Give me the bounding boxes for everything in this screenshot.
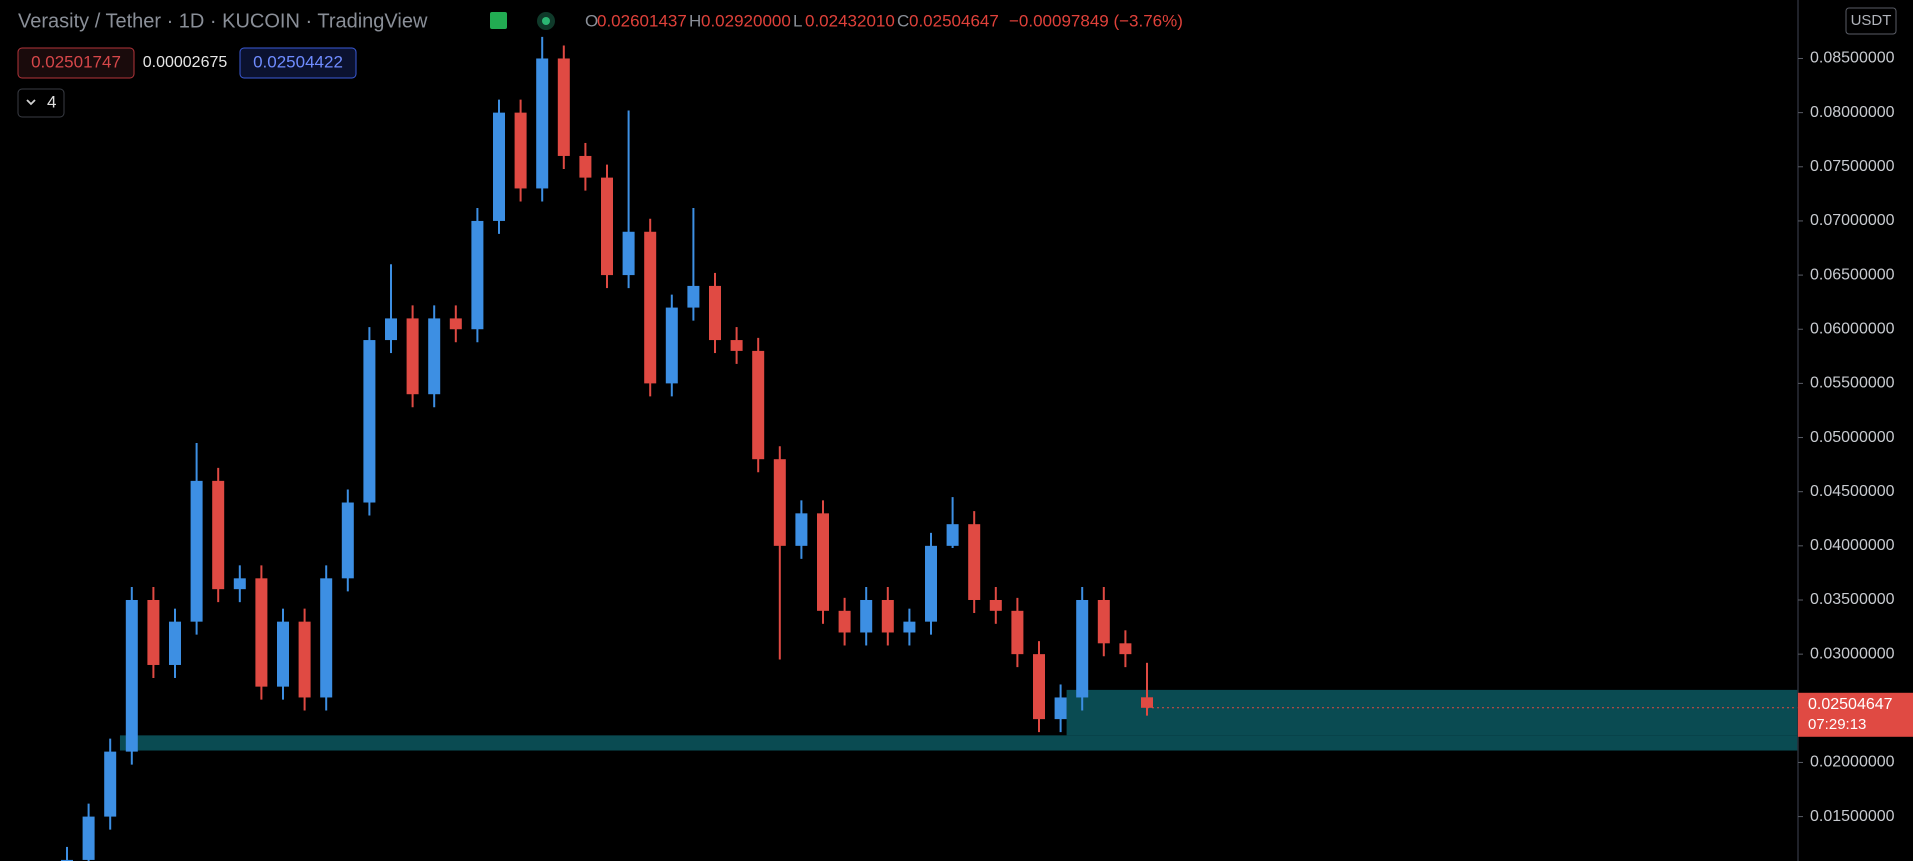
change: −0.00097849 (−3.76%)	[1009, 11, 1183, 30]
bar-countdown: 07:29:13	[1808, 716, 1866, 733]
candle-body	[989, 599, 1002, 611]
indicators-toggle[interactable]	[17, 88, 65, 118]
candle-body	[860, 599, 873, 633]
candle-body	[1011, 610, 1024, 655]
ask-price: 0.02504422	[253, 52, 343, 71]
candle-body	[233, 578, 246, 590]
candle-body	[709, 285, 721, 341]
candle-body	[687, 285, 700, 308]
ohlc-value: 0.02432010	[805, 11, 895, 30]
candle-body	[471, 220, 484, 330]
ohlc-value: 0.02920000	[701, 11, 791, 30]
candle-body	[881, 599, 894, 633]
candle-body	[1076, 599, 1089, 698]
y-tick-label: 0.01500000	[1810, 808, 1895, 825]
candle-body	[1033, 654, 1045, 720]
candle-body	[968, 524, 981, 600]
chevron-icon	[26, 99, 36, 106]
ohlc-value: 0.02504647	[909, 11, 999, 30]
ohlc-letter: L	[793, 11, 802, 30]
support-zone	[119, 735, 1799, 751]
ask-box[interactable]	[239, 47, 357, 79]
candle-body	[665, 307, 678, 384]
candle-body	[104, 751, 117, 817]
spread: 0.00002675	[143, 54, 228, 71]
candle-body	[1097, 599, 1110, 644]
candle-body	[255, 578, 268, 687]
y-tick-label: 0.07500000	[1810, 158, 1895, 175]
ohlc-letter: C	[897, 11, 909, 30]
last-price: 0.02504647	[1808, 696, 1893, 713]
candle-body	[536, 58, 549, 189]
candle-body	[946, 524, 959, 546]
y-tick-label: 0.07000000	[1810, 212, 1895, 229]
candle-body	[838, 610, 851, 633]
candle-body	[1119, 643, 1132, 655]
ohlc-legend: O0.02601437 H 0.02920000 L 0.02432010 C 0.0250…	[585, 11, 1183, 30]
y-tick-label: 0.08500000	[1810, 50, 1895, 67]
support-zone	[1066, 689, 1798, 736]
candle-body	[1141, 697, 1153, 708]
ohlc-value: 0.02601437	[597, 11, 687, 30]
y-tick-label: 0.04000000	[1810, 537, 1895, 554]
ohlc-letter: O	[585, 11, 598, 30]
candle-body	[903, 621, 916, 633]
candle-body	[320, 578, 333, 698]
candle-body	[125, 599, 138, 752]
candle-body	[514, 112, 527, 189]
ohlc-letter: H	[689, 11, 701, 30]
indicators-count: 4	[47, 92, 56, 111]
symbol-title: Verasity / Tether · 1D · KUCOIN · Tradin…	[18, 10, 428, 32]
candle-body	[601, 177, 613, 276]
y-tick-label: 0.05500000	[1810, 375, 1895, 392]
candle-body	[752, 350, 765, 460]
candle-body	[82, 816, 95, 860]
bid-box[interactable]	[17, 47, 135, 79]
candle-body	[644, 231, 657, 384]
price-axis: 0.015000000.020000000.025000000.03000000…	[1798, 50, 1913, 825]
y-tick-label: 0.04500000	[1810, 483, 1895, 500]
y-tick-label: 0.08000000	[1810, 104, 1895, 121]
candle-body	[817, 513, 829, 611]
candle-body	[169, 621, 181, 665]
y-tick-label: 0.02000000	[1810, 754, 1895, 771]
live-dot	[542, 17, 550, 25]
currency-box[interactable]	[1845, 7, 1897, 35]
candle-body	[773, 459, 786, 546]
candle-body	[406, 318, 419, 395]
candle-body	[61, 859, 73, 861]
candle-body	[341, 502, 354, 579]
candle-body	[493, 112, 505, 221]
candle-body	[579, 155, 592, 178]
candle-body	[298, 621, 311, 698]
candle-body	[212, 480, 225, 590]
candle-body	[1054, 697, 1067, 720]
bid-price: 0.02501747	[31, 52, 121, 71]
plot-area	[61, 36, 1799, 861]
y-tick-label: 0.06000000	[1810, 320, 1895, 337]
candle-body	[385, 318, 397, 341]
candle-body	[925, 545, 937, 622]
y-tick-label: 0.06500000	[1810, 266, 1895, 283]
candle-body	[147, 599, 160, 665]
candle-body	[557, 58, 570, 156]
candle-body	[428, 318, 441, 395]
y-tick-label: 0.03000000	[1810, 645, 1895, 662]
candle-body	[449, 318, 462, 330]
y-tick-label: 0.05000000	[1810, 429, 1895, 446]
market-status-icon	[490, 12, 507, 29]
candle-body	[622, 231, 635, 276]
candle-body	[363, 340, 376, 503]
candle-body	[730, 340, 743, 351]
last-price-tag	[1798, 692, 1913, 737]
currency: USDT	[1851, 12, 1892, 29]
candle-body	[277, 621, 289, 687]
candle-body	[190, 480, 203, 622]
candle-body	[795, 513, 808, 546]
y-tick-label: 0.03500000	[1810, 591, 1895, 608]
